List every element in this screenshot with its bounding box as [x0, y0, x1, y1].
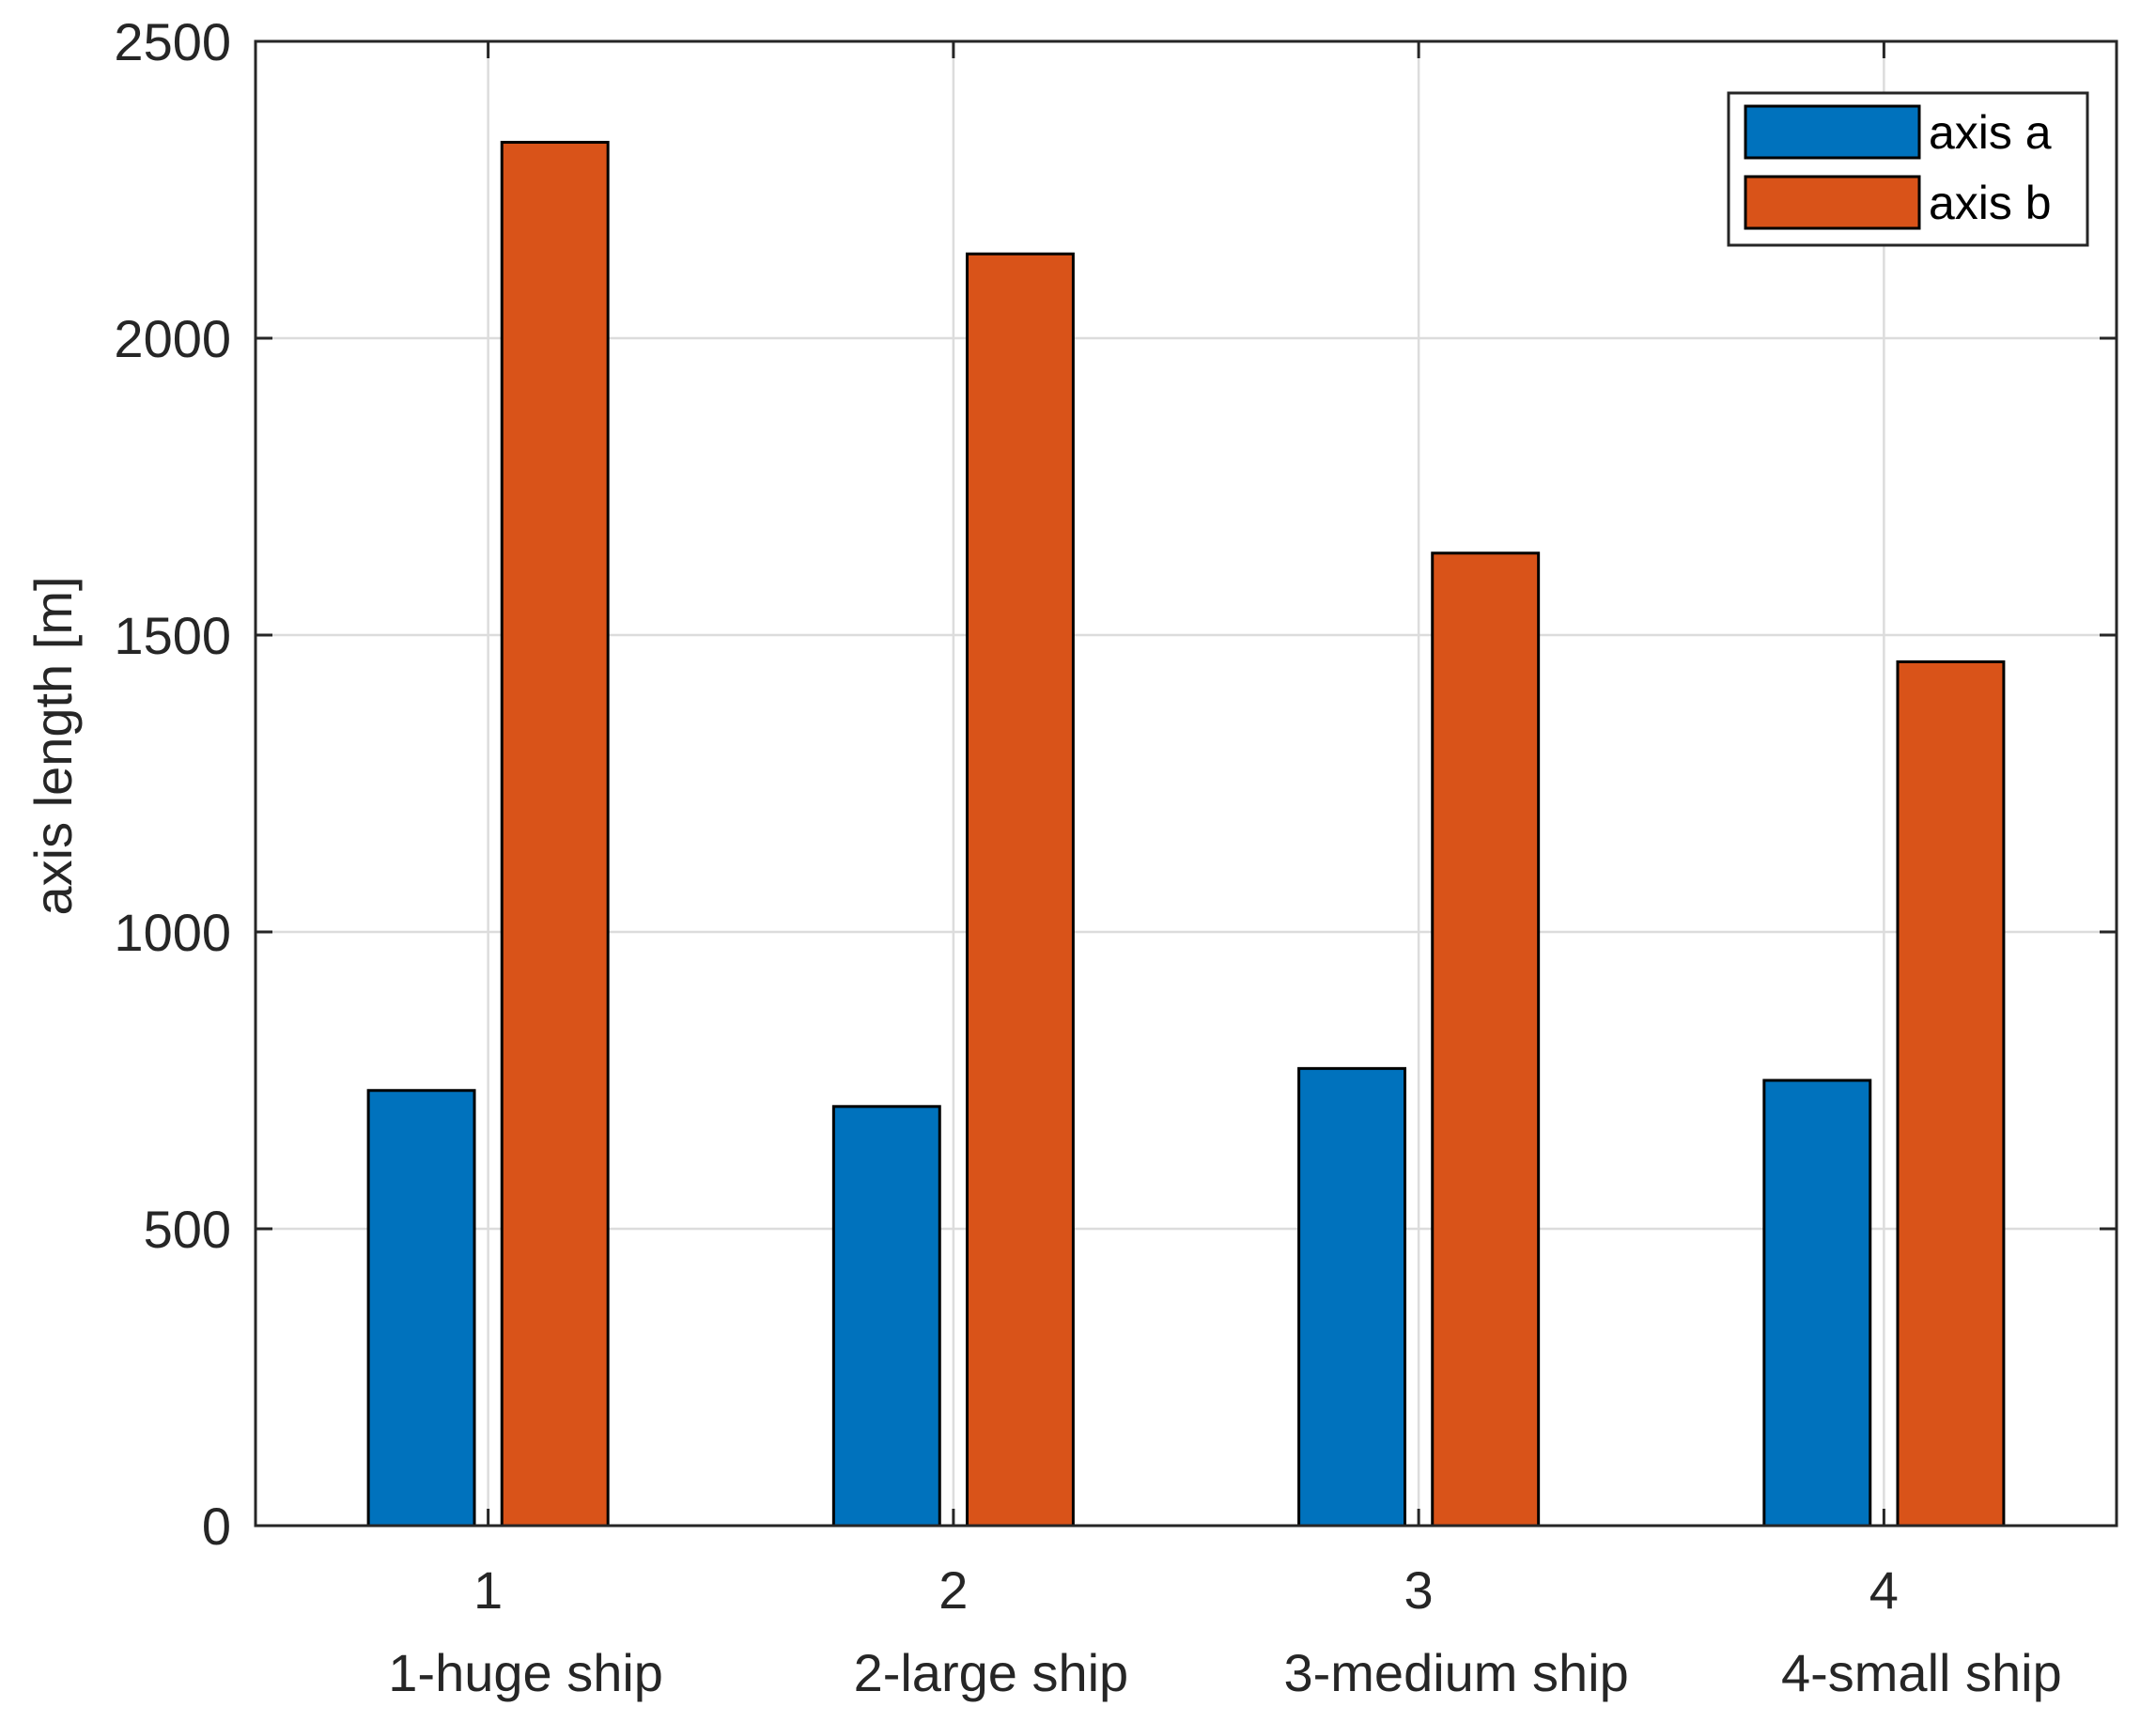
y-tick-label: 1000	[114, 903, 231, 962]
x-category-label: 3-medium ship	[1283, 1643, 1628, 1702]
y-tick-label: 1500	[114, 606, 231, 665]
y-axis-title: axis length [m]	[23, 576, 83, 915]
y-tick-label: 2000	[114, 309, 231, 368]
bar-axis-a-4	[1762, 1078, 1872, 1528]
y-tick-label: 0	[202, 1497, 231, 1556]
bar-axis-a-3	[1297, 1066, 1407, 1528]
y-tick-label: 2500	[114, 12, 231, 71]
y-tick-label: 500	[144, 1200, 231, 1259]
x-category-label: 1-huge ship	[388, 1643, 663, 1702]
legend-swatch-axis-b	[1744, 175, 1921, 230]
x-category-label: 2-large ship	[854, 1643, 1129, 1702]
axes-frame	[254, 39, 2118, 1528]
x-tick-label: 3	[1404, 1560, 1434, 1620]
legend-label-axis-b: axis b	[1929, 177, 2052, 229]
bars	[366, 140, 2006, 1528]
legend: axis a axis b	[1727, 91, 2089, 247]
bar-axis-a-2	[831, 1105, 941, 1528]
x-tick-label: 1	[473, 1560, 503, 1620]
x-tick-label: 2	[938, 1560, 968, 1620]
bar-axis-b-1	[500, 140, 610, 1528]
bar-axis-b-2	[965, 252, 1075, 1528]
y-tick-labels: 0 500 1000 1500 2000 2500	[114, 12, 231, 1556]
legend-swatch-axis-a	[1744, 104, 1921, 160]
bar-axis-b-3	[1431, 551, 1541, 1528]
bar-axis-b-4	[1896, 659, 2006, 1528]
bar-axis-a-1	[366, 1089, 476, 1528]
x-category-label: 4-small ship	[1781, 1643, 2062, 1702]
legend-label-axis-a: axis a	[1929, 106, 2052, 159]
x-tick-label: 4	[1869, 1560, 1899, 1620]
x-tick-labels: 1 1-huge ship 2 2-large ship 3 3-medium ship 4…	[388, 1560, 2061, 1702]
